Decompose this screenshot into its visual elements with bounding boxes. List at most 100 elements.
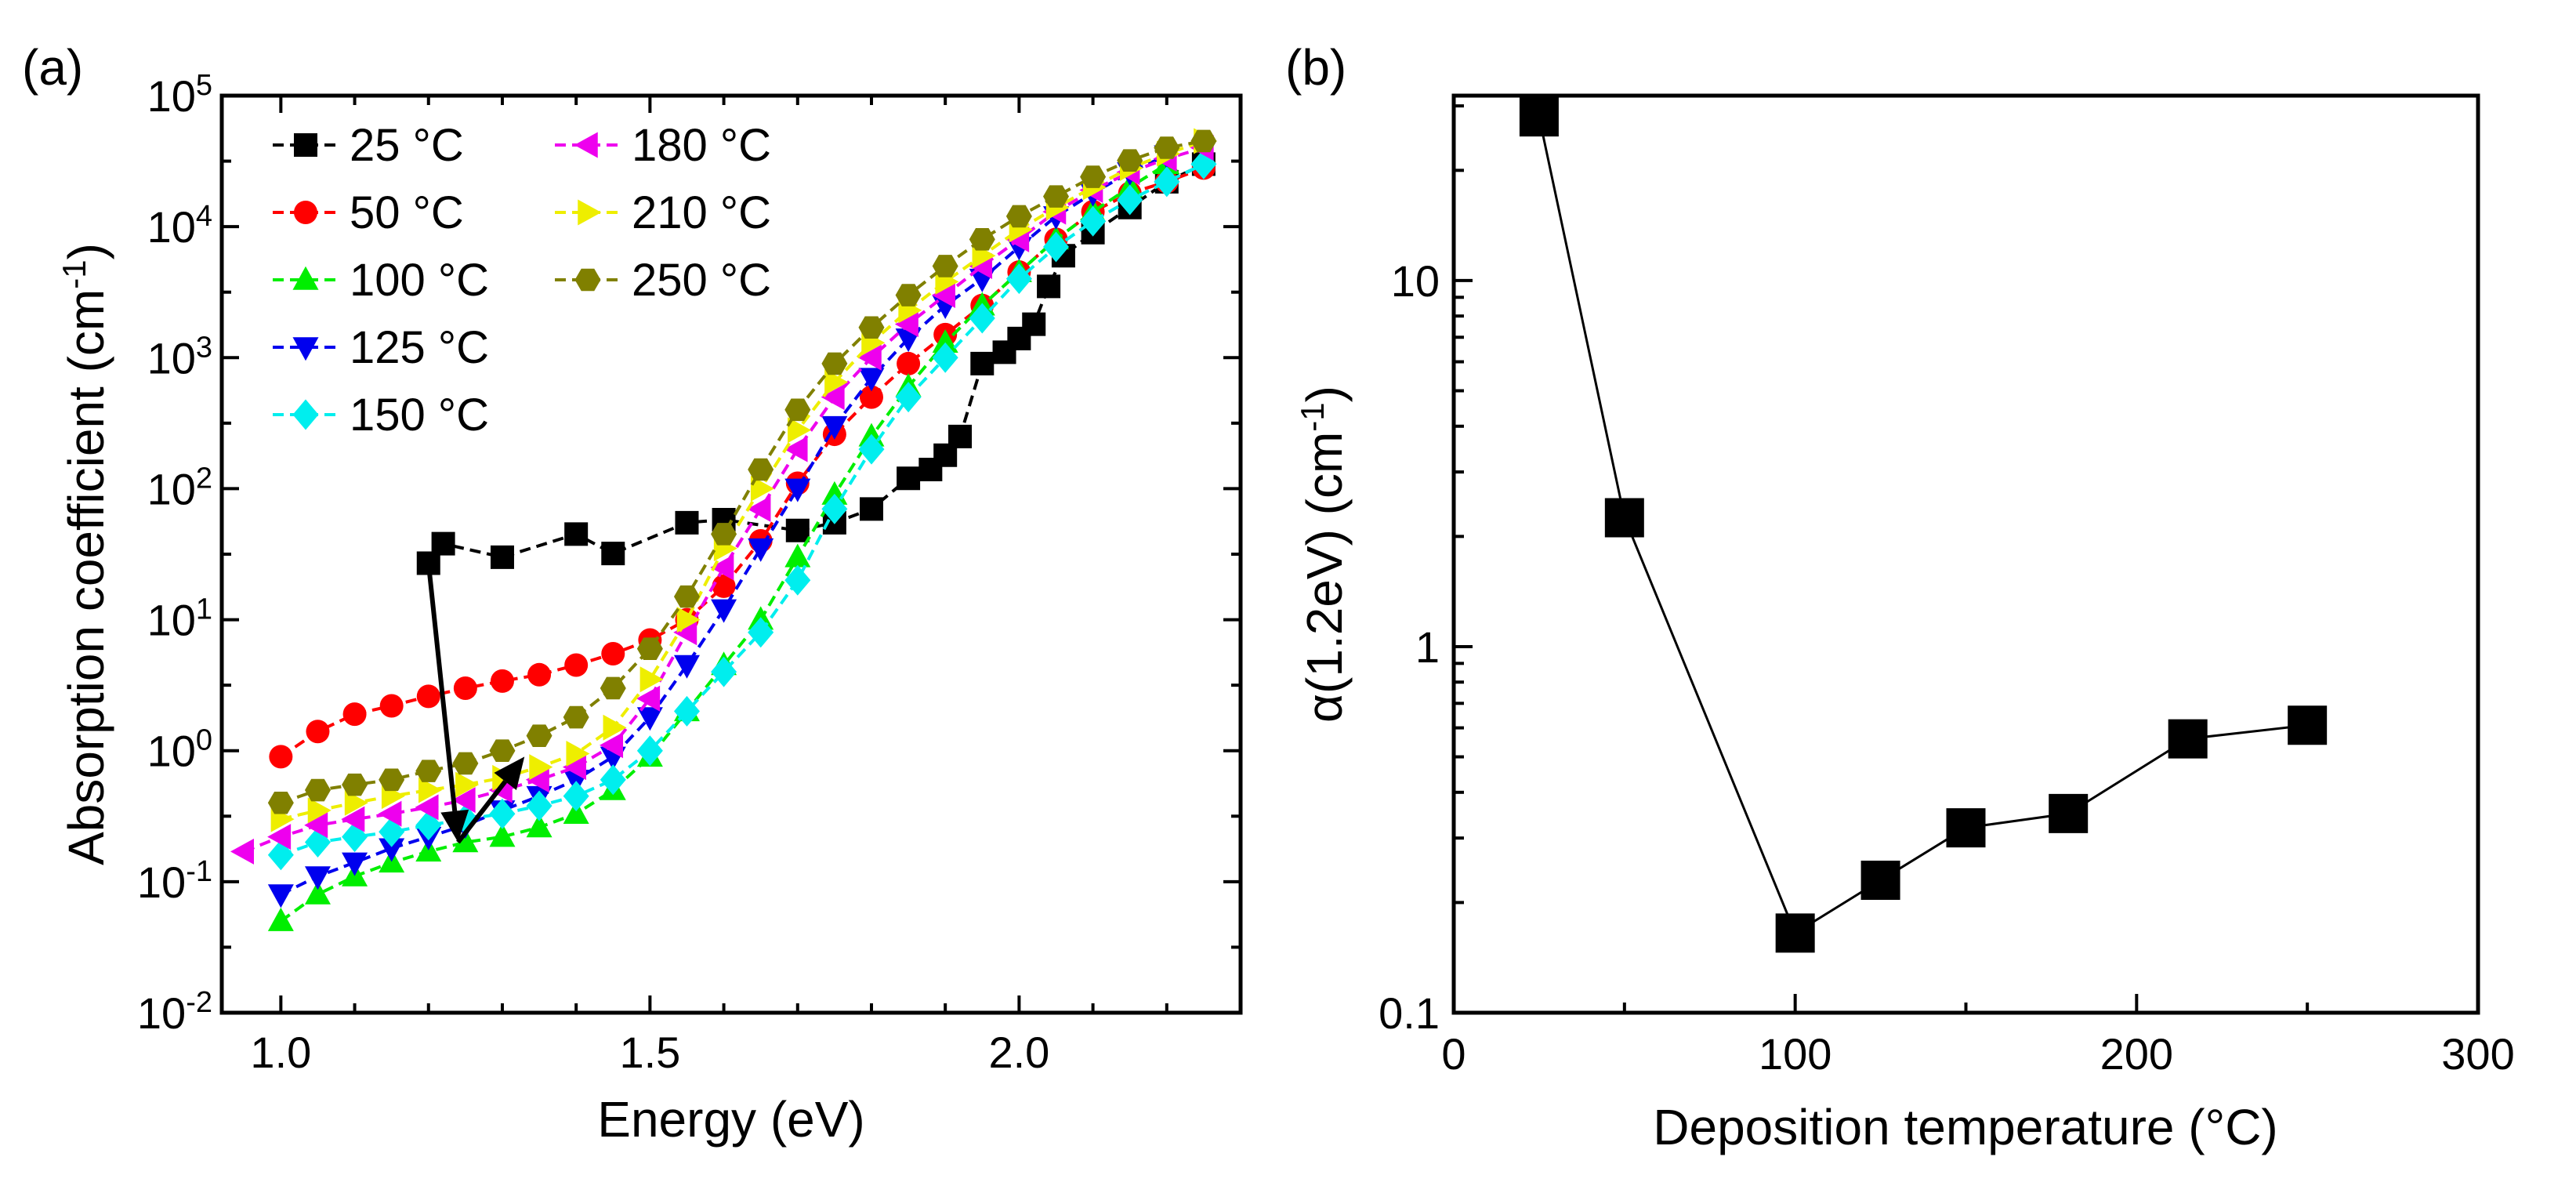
legend-label: 210 °C bbox=[632, 187, 771, 238]
data-point bbox=[563, 705, 589, 729]
y-tick-exp: 2 bbox=[196, 462, 212, 495]
y-title-main: α(1.2eV) (cm bbox=[1296, 432, 1353, 723]
panel-a-y-axis-title: Absorption coefficient (cm-1) bbox=[56, 243, 115, 865]
legend-item: 50 °C bbox=[273, 187, 464, 238]
data-point bbox=[710, 554, 734, 581]
series-line bbox=[1538, 116, 2308, 935]
legend-marker bbox=[294, 133, 317, 157]
panel-b-series bbox=[1519, 97, 2328, 953]
legend-marker bbox=[294, 201, 317, 224]
panel-b-x-tick-labels: 0 100 200 300 bbox=[1441, 1029, 2514, 1079]
data-point bbox=[2168, 719, 2208, 759]
panel-a-legend: 25 °C 50 °C 100 °C 125 °C 150 °C 180 °C 210 °C… bbox=[273, 120, 771, 441]
series-250-C bbox=[267, 129, 1217, 814]
data-point bbox=[711, 523, 737, 546]
y-tick-exp: 4 bbox=[196, 200, 212, 233]
data-point bbox=[673, 695, 700, 727]
arrow-head bbox=[494, 756, 525, 790]
data-point bbox=[307, 797, 332, 824]
panel-b-x-axis-title: Deposition temperature (°C) bbox=[1653, 1099, 2277, 1155]
data-point bbox=[416, 684, 440, 709]
data-point bbox=[1190, 129, 1217, 153]
legend-label: 125 °C bbox=[350, 322, 489, 373]
y-tick-base: 10 bbox=[147, 727, 196, 776]
data-point bbox=[269, 745, 293, 769]
legend-item: 250 °C bbox=[555, 255, 771, 306]
data-point bbox=[562, 754, 586, 781]
data-point bbox=[431, 531, 455, 556]
data-point bbox=[344, 789, 368, 816]
arrow-shaft bbox=[456, 780, 508, 844]
data-point bbox=[673, 585, 700, 608]
data-point bbox=[267, 884, 294, 908]
data-point bbox=[418, 777, 443, 803]
data-point bbox=[379, 768, 405, 792]
data-point bbox=[932, 255, 958, 277]
data-point bbox=[2288, 705, 2328, 745]
data-point bbox=[897, 466, 921, 491]
data-point bbox=[932, 342, 958, 373]
data-point bbox=[784, 543, 811, 567]
data-point bbox=[489, 798, 516, 829]
y-title-main: Absorption coefficient (cm bbox=[58, 289, 114, 865]
arrow-1 bbox=[456, 756, 525, 844]
data-point bbox=[529, 754, 553, 781]
y-tick-base: 10 bbox=[147, 464, 196, 513]
data-point bbox=[601, 542, 625, 566]
data-point bbox=[342, 852, 368, 876]
y-tick-base: 10 bbox=[147, 71, 196, 121]
x-tick-label-100: 100 bbox=[1759, 1029, 1831, 1079]
y-tick-label-0-1: 0.1 bbox=[1379, 988, 1440, 1038]
y-tick-label-1e5: 105 bbox=[147, 69, 212, 121]
data-point bbox=[1860, 861, 1900, 901]
series-25-C bbox=[416, 152, 1216, 575]
data-point bbox=[342, 773, 368, 796]
data-point bbox=[453, 676, 477, 700]
y-tick-exp: 0 bbox=[196, 724, 212, 757]
legend-marker bbox=[292, 266, 319, 290]
data-point bbox=[600, 732, 624, 759]
legend-label: 100 °C bbox=[350, 255, 489, 306]
data-point bbox=[748, 458, 774, 481]
y-tick-label-1e1: 101 bbox=[147, 593, 212, 645]
panel-b-ticks bbox=[1452, 104, 2480, 1014]
y-tick-label-1: 1 bbox=[1415, 622, 1440, 672]
data-point bbox=[784, 398, 811, 422]
series-180-C bbox=[230, 135, 1214, 865]
data-point bbox=[1117, 184, 1143, 216]
y-tick-label-1e2: 102 bbox=[147, 462, 212, 513]
legend-marker bbox=[574, 268, 601, 292]
legend-label: 150 °C bbox=[350, 390, 489, 441]
legend-marker bbox=[292, 337, 319, 361]
data-point bbox=[859, 385, 883, 409]
data-point bbox=[636, 735, 663, 767]
data-point bbox=[969, 303, 995, 334]
data-point bbox=[1519, 97, 1559, 137]
y-tick-label-10: 10 bbox=[1391, 256, 1440, 306]
data-point bbox=[969, 228, 995, 251]
data-point bbox=[489, 739, 516, 763]
legend-item: 125 °C bbox=[273, 322, 489, 373]
data-point bbox=[603, 714, 627, 741]
y-tick-base: 10 bbox=[147, 333, 196, 383]
data-point bbox=[970, 351, 995, 375]
data-point bbox=[267, 824, 292, 850]
data-point bbox=[933, 443, 958, 467]
data-point bbox=[1022, 312, 1046, 336]
data-point bbox=[821, 384, 845, 411]
y-tick-label-1e0: 100 bbox=[147, 724, 212, 776]
data-point bbox=[378, 800, 402, 827]
panel-a-y-tick-labels: 10-2 10-1 100 101 102 103 104 105 bbox=[137, 69, 212, 1038]
data-point bbox=[379, 838, 405, 862]
data-point bbox=[821, 493, 848, 524]
legend-item: 100 °C bbox=[273, 255, 489, 306]
data-point bbox=[304, 880, 331, 905]
data-point bbox=[455, 771, 480, 798]
data-point bbox=[711, 656, 737, 687]
y-tick-exp: 3 bbox=[196, 331, 212, 364]
data-point bbox=[526, 790, 553, 821]
panel-a-ticks bbox=[222, 94, 1241, 1014]
data-point bbox=[675, 510, 699, 535]
data-point bbox=[895, 284, 922, 306]
